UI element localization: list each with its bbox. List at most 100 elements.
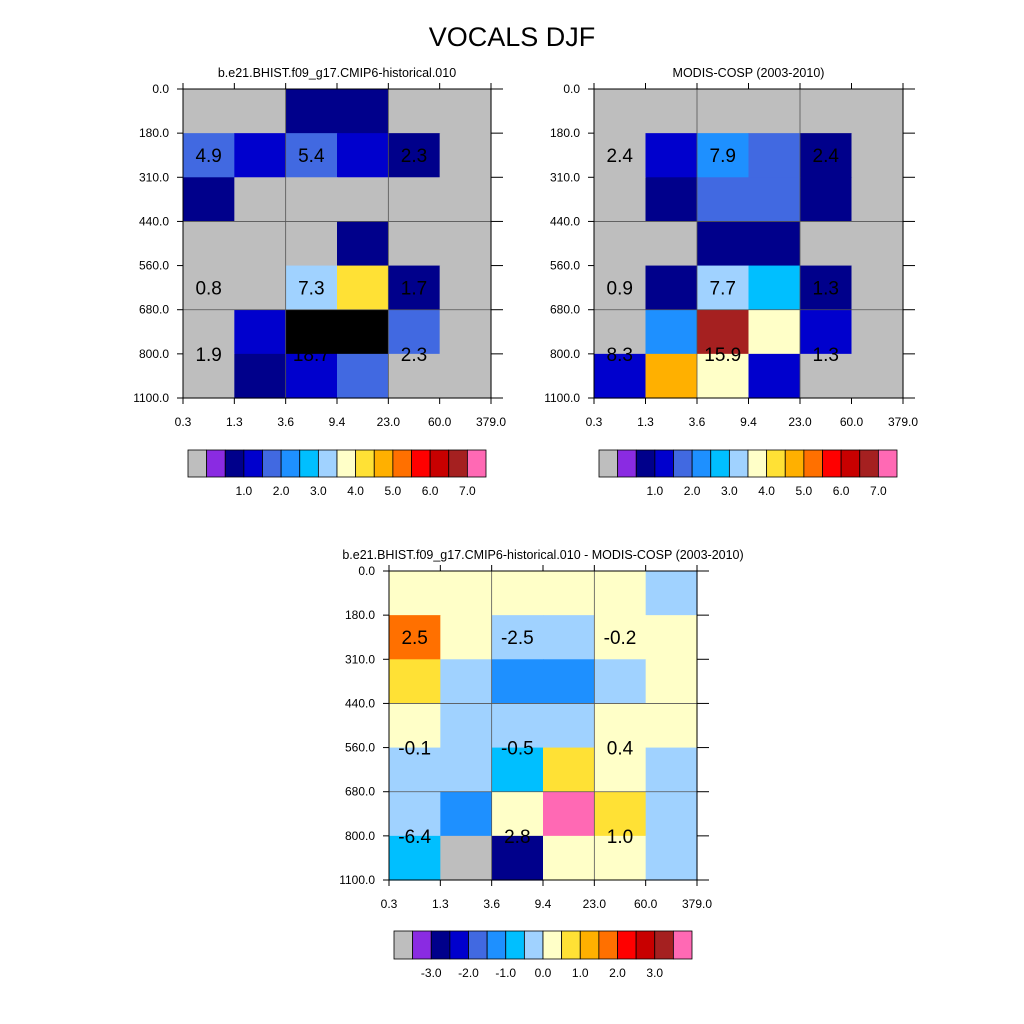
heatmap-cell xyxy=(389,659,441,705)
colorbar-swatch xyxy=(784,449,805,478)
colorbar-swatch xyxy=(617,449,637,478)
heatmap-cell xyxy=(645,835,698,881)
heatmap-cell xyxy=(800,353,853,399)
cell-value-label: 2.3 xyxy=(401,345,427,366)
heatmap-cell xyxy=(748,309,801,355)
heatmap-cell xyxy=(388,221,441,267)
y-tick-label: 180.0 xyxy=(550,126,580,140)
heatmap-cell xyxy=(748,221,801,267)
heatmap-cell xyxy=(645,309,698,355)
heatmap-cell xyxy=(183,353,235,399)
cell-value-label: 0.8 xyxy=(195,279,221,300)
heatmap-cell xyxy=(851,133,904,178)
cell-value-label: 1.3 xyxy=(813,279,839,300)
heatmap-cell xyxy=(337,177,389,223)
heatmap-cell xyxy=(594,571,647,616)
cell-value-label: -2.5 xyxy=(501,628,534,649)
cell-value-label: 2.4 xyxy=(607,146,634,167)
x-tick-label: 60.0 xyxy=(840,415,864,429)
heatmap-cell xyxy=(697,133,750,178)
cell-value-label: 15.9 xyxy=(704,345,741,366)
x-tick-label: 1.3 xyxy=(637,415,654,429)
heatmap-cell xyxy=(389,791,441,837)
colorbar-label: 2.0 xyxy=(273,484,290,498)
y-tick-label: 0.0 xyxy=(358,564,375,578)
x-tick-label: 60.0 xyxy=(634,897,658,911)
cell-value-label: 4.9 xyxy=(195,146,221,167)
colorbar-label: 2.0 xyxy=(684,484,701,498)
heatmap-cell xyxy=(645,791,698,837)
heatmap-cell xyxy=(594,265,647,311)
heatmap-cell xyxy=(645,571,698,616)
y-tick-label: 1100.0 xyxy=(544,391,580,405)
colorbar-swatch xyxy=(877,449,898,478)
heatmap-cell xyxy=(543,747,595,793)
colorbar-swatch xyxy=(449,930,469,960)
heatmap-cell xyxy=(594,221,647,267)
x-tick-label: 23.0 xyxy=(788,415,812,429)
cell-value-label: -0.2 xyxy=(604,628,637,649)
colorbar-swatch xyxy=(523,930,544,960)
heatmap-panel-2: MODIS-COSP (2003-2010) 0.3 1.3 3.6 9.4 23.0 60… xyxy=(544,66,918,498)
heatmap-cell xyxy=(594,309,647,355)
heatmap-cell xyxy=(748,133,801,178)
cell-value-label: 1.9 xyxy=(195,345,221,366)
colorbar-label: -1.0 xyxy=(495,966,516,980)
heatmap-cell xyxy=(697,177,750,223)
panels: b.e21.BHIST.f09_g17.CMIP6-historical.010… xyxy=(133,66,918,980)
y-tick-label: 180.0 xyxy=(139,126,169,140)
heatmap-cell xyxy=(594,353,647,399)
y-tick-label: 1100.0 xyxy=(133,391,169,405)
x-tick-label: 3.6 xyxy=(483,897,500,911)
heatmap-cell xyxy=(234,89,287,134)
cell-value-label: 0.4 xyxy=(607,739,634,760)
heatmap-cell xyxy=(439,221,492,267)
y-tick-label: 1100.0 xyxy=(339,873,375,887)
heatmap-cell xyxy=(800,177,853,223)
colorbar-swatch xyxy=(859,449,879,478)
colorbar-swatch xyxy=(411,449,431,478)
colorbar: 1.0 2.0 3.0 4.0 5.0 6.0 7.0 xyxy=(187,449,487,498)
colorbar-swatch xyxy=(579,930,600,960)
heatmap-cell xyxy=(439,89,492,134)
cell-value-label: 8.3 xyxy=(607,345,633,366)
heatmap-cell xyxy=(285,309,338,355)
heatmap-cell xyxy=(594,177,647,223)
heatmap-cell xyxy=(594,659,647,705)
y-tick-label: 0.0 xyxy=(563,82,580,96)
x-tick-label: 9.4 xyxy=(535,897,552,911)
heatmap-cell xyxy=(543,835,595,881)
colorbar-swatch xyxy=(262,449,282,478)
x-tick-label: 0.3 xyxy=(381,897,398,911)
x-tick-label: 379.0 xyxy=(682,897,712,911)
y-tick-label: 180.0 xyxy=(345,608,375,622)
colorbar-label: 6.0 xyxy=(422,484,439,498)
heatmap-cell xyxy=(594,133,647,178)
heatmap-cell xyxy=(594,615,647,660)
cell-value-label: 2.3 xyxy=(401,146,427,167)
heatmap-cell xyxy=(800,265,853,311)
heatmap-cell xyxy=(389,703,441,749)
colorbar-swatch xyxy=(243,449,263,478)
cell-value-label: 2.8 xyxy=(504,827,530,848)
heatmap-cell xyxy=(851,177,904,223)
colorbar-swatch xyxy=(710,449,730,478)
heatmap-cell xyxy=(645,177,698,223)
cell-value-label: 2.5 xyxy=(401,628,427,649)
heatmap-cell xyxy=(491,571,544,616)
heatmap-cell xyxy=(440,747,493,793)
y-tick-label: 310.0 xyxy=(550,170,580,184)
x-tick-label: 9.4 xyxy=(740,415,757,429)
colorbar-swatch xyxy=(336,449,357,478)
colorbar-label: 3.0 xyxy=(310,484,327,498)
heatmap-cell xyxy=(440,615,493,660)
heatmap-cell xyxy=(440,571,493,616)
colorbar-label: -2.0 xyxy=(458,966,479,980)
heatmap-cell xyxy=(389,835,441,881)
x-tick-label: 1.3 xyxy=(432,897,449,911)
heatmap-cell xyxy=(183,265,235,311)
heatmap-cell xyxy=(440,703,493,749)
y-tick-label: 800.0 xyxy=(550,347,580,361)
colorbar-swatch xyxy=(224,449,245,478)
heatmap-cell xyxy=(234,353,287,399)
